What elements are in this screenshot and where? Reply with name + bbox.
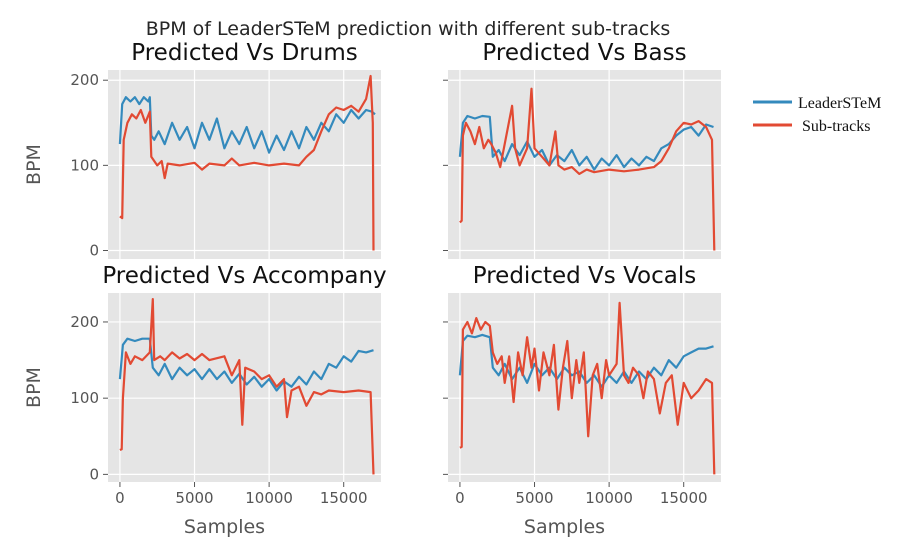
series-sub-tracks-line (119, 74, 375, 251)
x-tick-label: 10000 (245, 489, 293, 507)
legend-label-sub-tracks: Sub-tracks (802, 118, 870, 135)
y-tick-label: 100 (70, 389, 99, 407)
x-tick-label: 0 (455, 489, 465, 507)
figure-suptitle: BPM of LeaderSTeM prediction with differ… (146, 18, 671, 40)
series-sub-tracks-line (459, 87, 716, 251)
series-leaderstem-line (458, 333, 714, 388)
x-tick-label: 10000 (585, 489, 633, 507)
series-sub-tracks-line (459, 301, 716, 475)
plot-area-vocals (448, 293, 721, 482)
x-tick-label: 15000 (320, 489, 368, 507)
x-tick-label: 0 (115, 489, 125, 507)
series-leaderstem-line (118, 96, 376, 154)
y-tick-label: 200 (70, 71, 99, 89)
subplot-vocals: 0 5000 10000 15000 Predicted Vs Vocals Sample… (443, 263, 721, 538)
y-tick-label: 100 (70, 156, 99, 174)
subplot-title: Predicted Vs Vocals (473, 263, 696, 289)
legend: LeaderSTeM Sub-tracks (753, 95, 881, 135)
subplot-title: Predicted Vs Accompany (102, 263, 386, 289)
plot-area-bass (448, 70, 721, 259)
y-axis-label: BPM (23, 367, 45, 408)
x-tick-label: 15000 (660, 489, 708, 507)
legend-label-leaderstem: LeaderSTeM (798, 95, 881, 112)
x-tick-label: 5000 (175, 489, 213, 507)
subplot-bass: Predicted Vs Bass (443, 40, 721, 259)
y-tick-label: 0 (89, 241, 99, 259)
y-tick-label: 0 (89, 465, 99, 483)
x-axis-label: Samples (524, 516, 605, 538)
subplot-drums: 0 100 200 Predicted Vs Drums BPM (23, 40, 381, 259)
series-sub-tracks-line (119, 298, 375, 475)
subplot-accompany: 0 100 200 0 5000 10000 15000 Predicted Vs Accom… (23, 263, 387, 538)
x-axis-label: Samples (184, 516, 265, 538)
y-axis-label: BPM (23, 144, 45, 185)
subplot-title: Predicted Vs Drums (131, 40, 357, 66)
series-leaderstem-line (458, 114, 714, 171)
subplot-title: Predicted Vs Bass (482, 40, 686, 66)
y-tick-label: 200 (70, 313, 99, 331)
x-tick-label: 5000 (515, 489, 553, 507)
